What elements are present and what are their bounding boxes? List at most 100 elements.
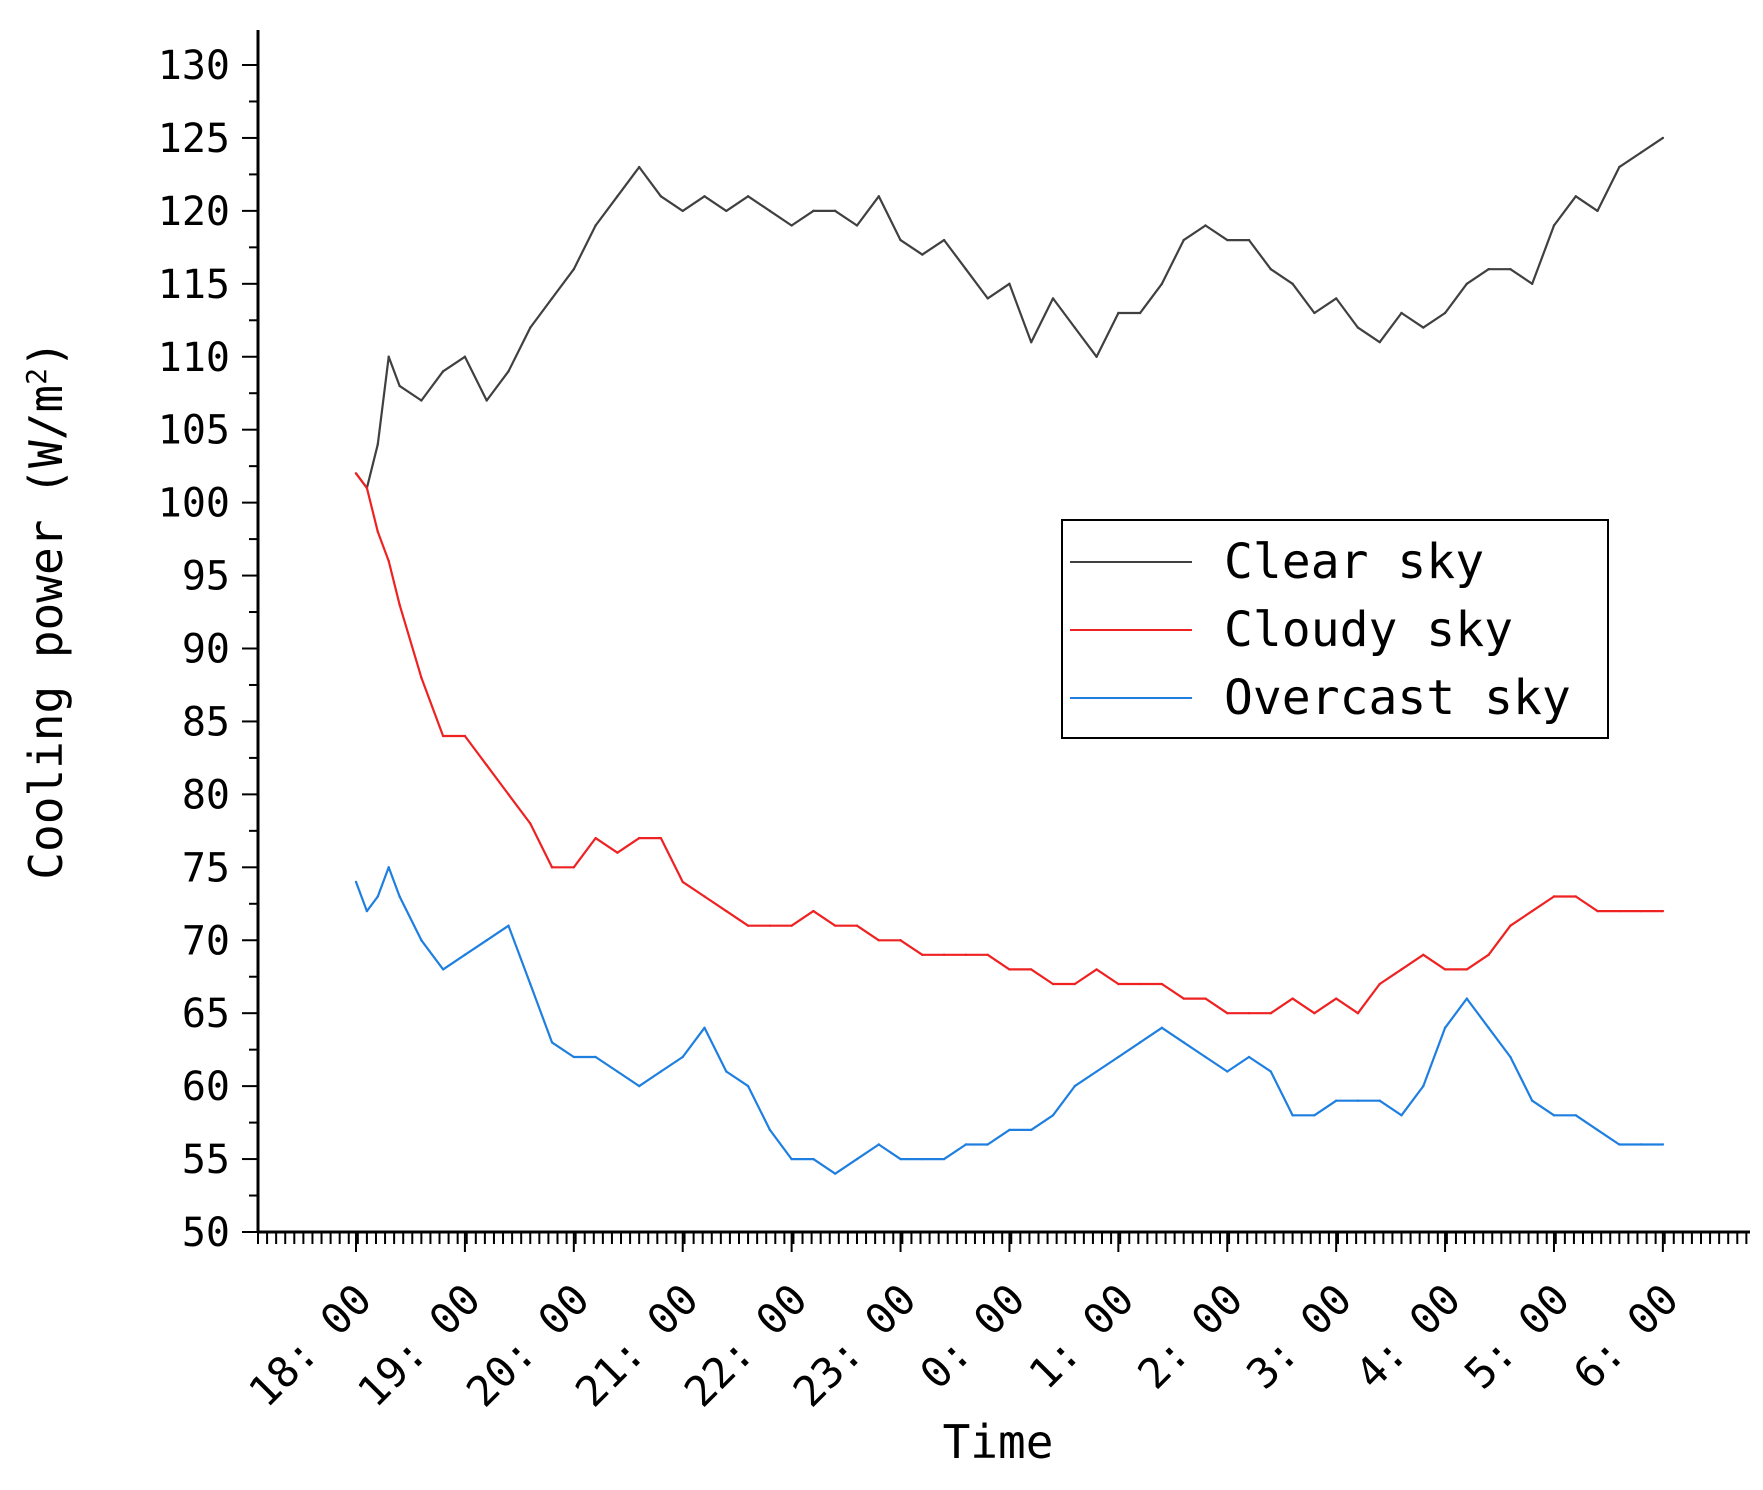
data-point-cloudy-sky [463, 734, 467, 738]
data-point-cloudy-sky [1552, 895, 1556, 898]
data-point-cloudy-sky [1226, 1011, 1229, 1015]
data-point-cloudy-sky [441, 734, 445, 738]
data-point-cloudy-sky [529, 822, 532, 825]
data-point-overcast-sky [1334, 1099, 1338, 1102]
data-point-overcast-sky [899, 1157, 902, 1161]
data-point-clear-sky [1661, 136, 1665, 140]
y-tick-label: 90 [182, 627, 230, 673]
data-point-overcast-sky [1639, 1143, 1643, 1146]
data-point-clear-sky [637, 165, 641, 169]
data-point-cloudy-sky [855, 924, 859, 927]
y-tick-label: 70 [182, 918, 230, 964]
data-point-cloudy-sky [768, 924, 772, 927]
data-point-overcast-sky [1073, 1084, 1076, 1088]
data-point-overcast-sky [485, 939, 488, 942]
data-point-overcast-sky [1095, 1070, 1098, 1073]
data-point-cloudy-sky [659, 836, 663, 840]
data-point-overcast-sky [594, 1055, 597, 1059]
data-point-clear-sky [1552, 224, 1556, 227]
data-point-clear-sky [550, 297, 554, 300]
data-point-cloudy-sky [420, 676, 423, 679]
data-point-cloudy-sky [1095, 968, 1098, 971]
data-point-cloudy-sky [398, 603, 401, 606]
data-point-cloudy-sky [746, 924, 750, 927]
data-point-clear-sky [703, 195, 706, 198]
data-point-cloudy-sky [1313, 1011, 1316, 1015]
data-point-cloudy-sky [485, 764, 488, 767]
data-point-overcast-sky [1487, 1026, 1490, 1029]
data-point-clear-sky [1509, 268, 1512, 271]
data-point-overcast-sky [376, 895, 379, 898]
data-point-cloudy-sky [507, 793, 510, 796]
y-tick-label: 120 [158, 189, 230, 235]
y-tick-label: 50 [182, 1210, 230, 1256]
y-axis-title-superscript: 2 [20, 368, 53, 385]
legend: Clear sky Cloudy sky Overcast sky [1061, 519, 1609, 739]
data-point-cloudy-sky [833, 924, 837, 927]
data-point-cloudy-sky [681, 880, 684, 884]
data-point-overcast-sky [790, 1157, 793, 1161]
data-point-clear-sky [855, 224, 859, 227]
data-point-overcast-sky [1356, 1099, 1360, 1102]
data-point-clear-sky [921, 253, 924, 256]
data-point-cloudy-sky [1182, 997, 1185, 1000]
data-point-cloudy-sky [550, 866, 554, 869]
data-point-overcast-sky [387, 866, 390, 869]
data-point-clear-sky [398, 384, 401, 388]
data-point-clear-sky [1465, 282, 1469, 286]
data-point-overcast-sky [833, 1172, 837, 1175]
data-point-clear-sky [1356, 326, 1360, 329]
data-point-overcast-sky [1226, 1070, 1229, 1073]
y-tick-label: 85 [182, 699, 230, 745]
data-point-cloudy-sky [1334, 997, 1338, 1000]
data-point-overcast-sky [616, 1070, 619, 1073]
data-point-clear-sky [986, 297, 989, 300]
data-point-cloudy-sky [964, 953, 968, 957]
data-point-clear-sky [1378, 340, 1381, 344]
data-point-cloudy-sky [1051, 982, 1055, 986]
data-point-overcast-sky [855, 1157, 859, 1161]
data-point-clear-sky [942, 238, 946, 242]
data-point-overcast-sky [1574, 1114, 1577, 1117]
data-point-overcast-sky [1618, 1143, 1621, 1146]
data-point-clear-sky [376, 443, 379, 446]
data-point-overcast-sky [463, 953, 467, 957]
data-point-overcast-sky [921, 1157, 924, 1161]
y-tick-label: 130 [158, 43, 230, 89]
data-point-overcast-sky [441, 968, 445, 971]
data-point-overcast-sky [1291, 1114, 1294, 1117]
y-tick-label: 110 [158, 335, 230, 381]
data-point-overcast-sky [1509, 1055, 1512, 1059]
data-point-cloudy-sky [725, 909, 728, 913]
data-point-overcast-sky [398, 895, 401, 898]
data-point-clear-sky [1639, 151, 1643, 154]
y-tick-label: 75 [182, 845, 230, 891]
data-point-clear-sky [507, 370, 510, 373]
data-point-overcast-sky [529, 982, 532, 986]
data-point-cloudy-sky [1400, 968, 1403, 971]
data-point-clear-sky [877, 195, 880, 198]
y-tick-label: 115 [158, 262, 230, 308]
data-point-cloudy-sky [1378, 982, 1381, 986]
data-point-clear-sky [1530, 282, 1534, 286]
data-point-cloudy-sky [365, 486, 369, 490]
data-point-overcast-sky [1661, 1143, 1665, 1146]
data-point-clear-sky [746, 195, 750, 198]
data-point-clear-sky [441, 370, 445, 373]
data-point-cloudy-sky [354, 472, 358, 475]
data-point-overcast-sky [942, 1157, 946, 1161]
data-point-clear-sky [1400, 311, 1403, 315]
data-point-cloudy-sky [1465, 968, 1469, 971]
legend-label-overcast-sky: Overcast sky [1224, 670, 1571, 726]
data-point-overcast-sky [365, 909, 369, 913]
data-point-overcast-sky [812, 1157, 815, 1161]
data-point-cloudy-sky [1247, 1011, 1251, 1015]
data-point-cloudy-sky [899, 939, 902, 942]
data-point-overcast-sky [1400, 1114, 1403, 1117]
data-point-cloudy-sky [1356, 1011, 1360, 1015]
data-point-cloudy-sky [1596, 909, 1599, 913]
data-point-clear-sky [1443, 311, 1447, 315]
data-point-overcast-sky [986, 1143, 989, 1146]
data-point-cloudy-sky [790, 924, 793, 927]
